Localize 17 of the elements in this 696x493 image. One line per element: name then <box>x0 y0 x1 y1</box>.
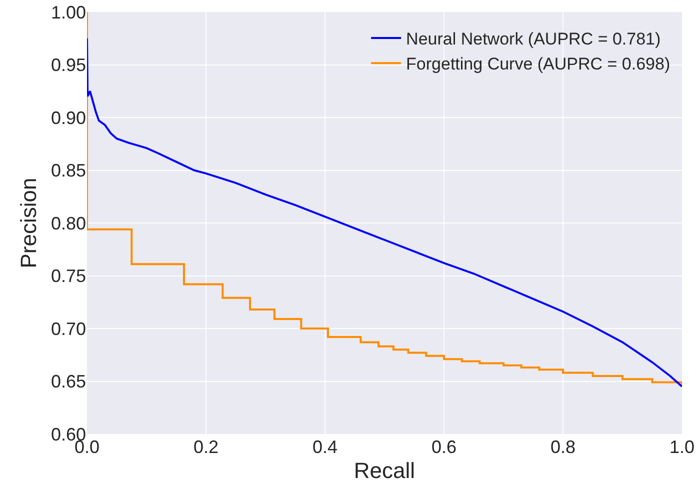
legend-label: Forgetting Curve (AUPRC = 0.698) <box>406 54 670 74</box>
x-tick-label: 1.0 <box>669 437 695 457</box>
x-tick-label: 0.6 <box>431 437 457 457</box>
y-tick-label: 0.75 <box>50 266 86 286</box>
y-tick-label: 1.00 <box>50 2 86 22</box>
y-tick-label: 0.95 <box>50 55 86 76</box>
y-tick-label: 0.70 <box>50 318 86 339</box>
y-axis-title: Precision <box>16 178 41 268</box>
y-tick-label: 0.80 <box>50 213 86 234</box>
legend-label: Neural Network (AUPRC = 0.781) <box>406 30 661 49</box>
x-tick-label: 0.4 <box>312 437 338 457</box>
x-tick-label: 0.8 <box>550 437 576 457</box>
y-tick-label: 0.85 <box>50 160 86 181</box>
y-tick-label: 0.65 <box>50 372 86 392</box>
x-tick-label: 0.2 <box>193 437 219 457</box>
x-axis-title: Recall <box>354 458 416 483</box>
y-tick-label: 0.90 <box>50 108 86 128</box>
